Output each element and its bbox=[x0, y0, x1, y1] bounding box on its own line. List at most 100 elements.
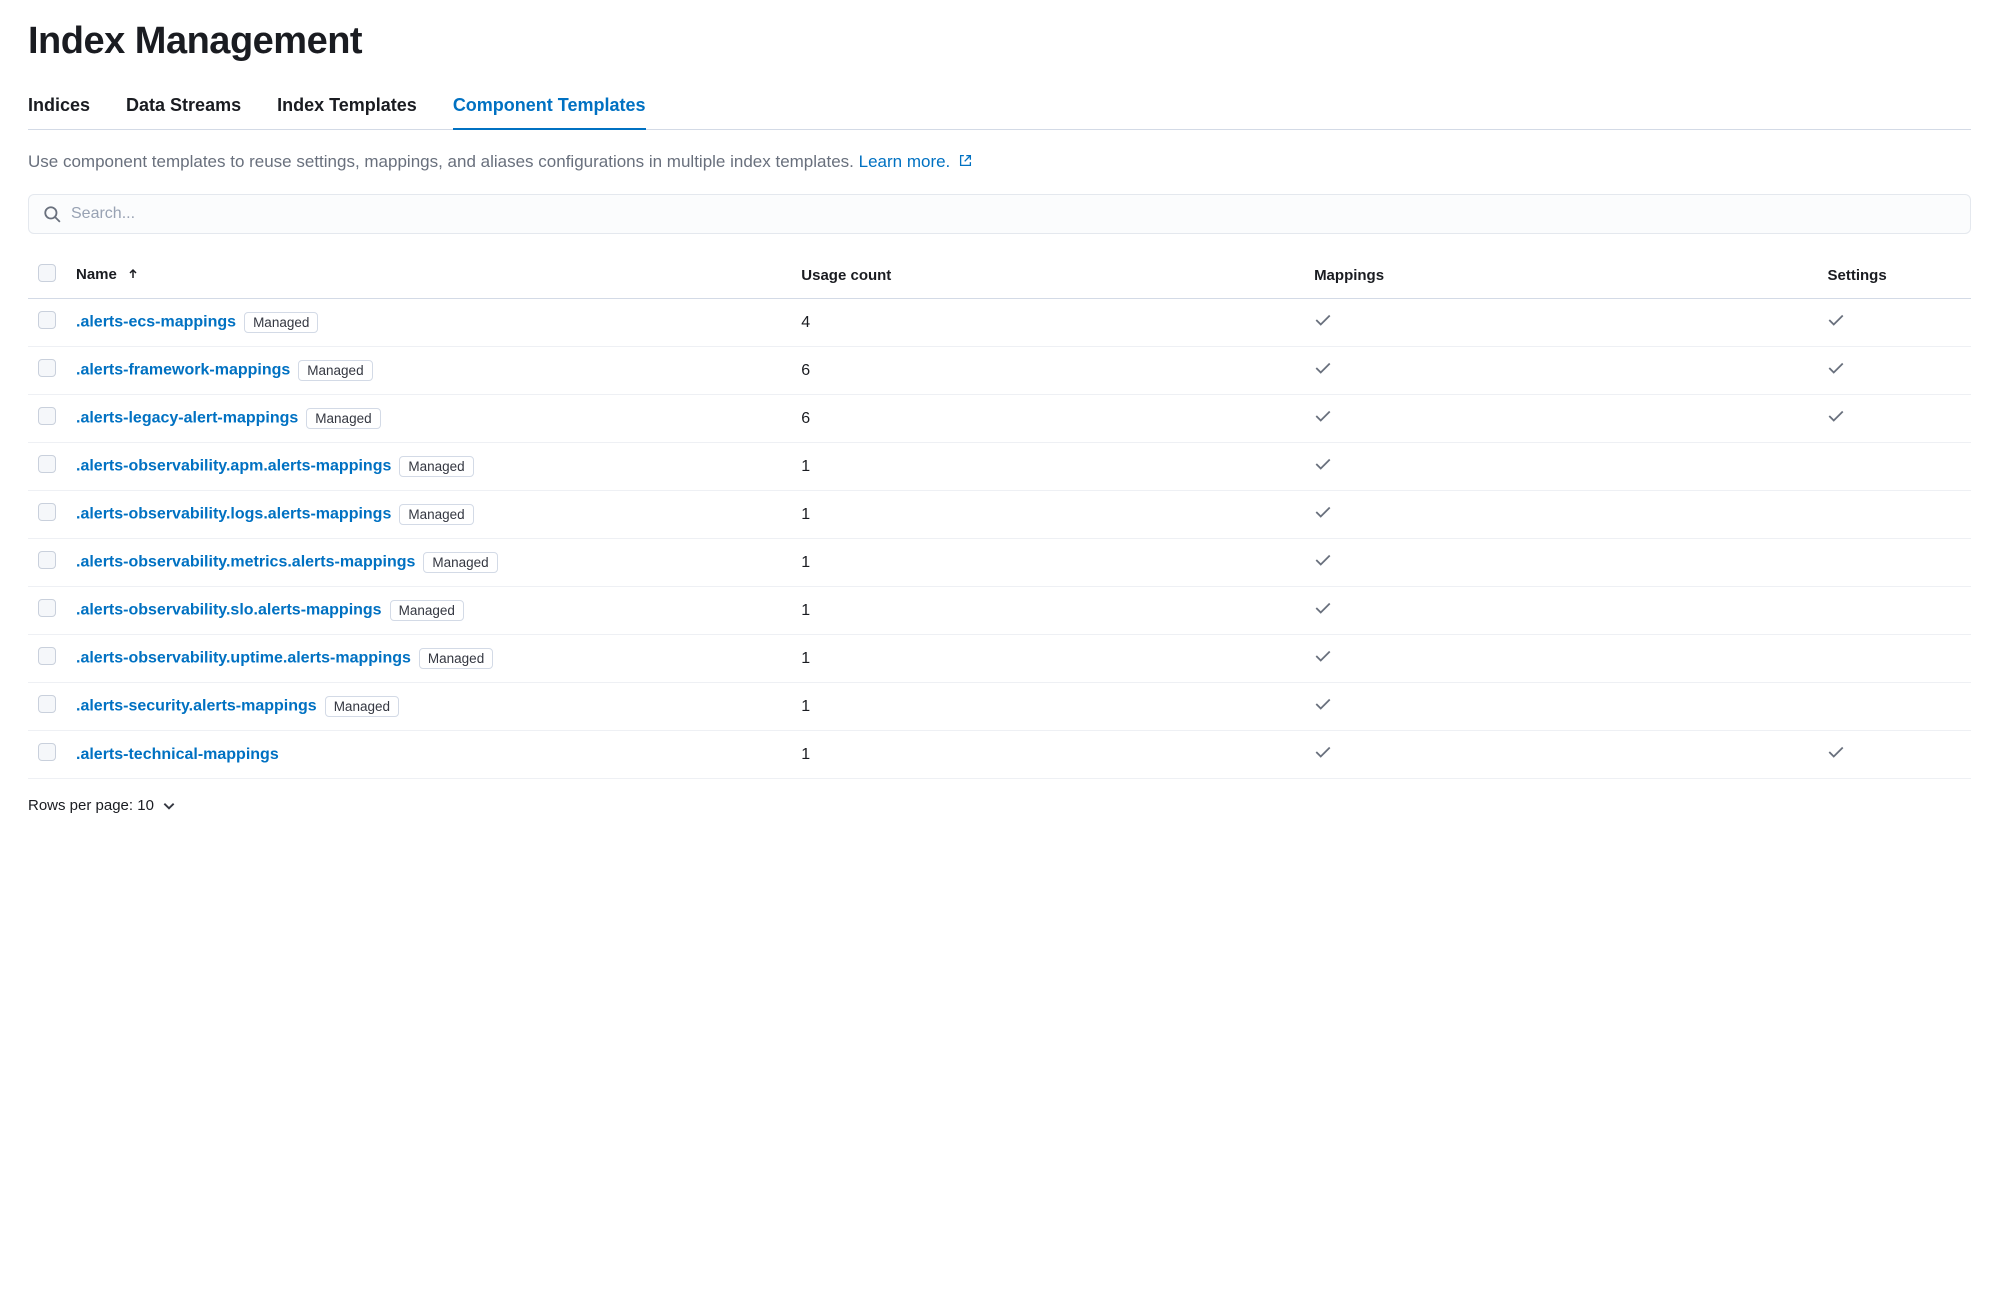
row-checkbox[interactable] bbox=[38, 599, 56, 617]
table-row: .alerts-observability.slo.alerts-mapping… bbox=[28, 587, 1971, 635]
table-row: .alerts-observability.apm.alerts-mapping… bbox=[28, 443, 1971, 491]
check-icon bbox=[1827, 359, 1845, 377]
usage-count: 1 bbox=[791, 731, 1304, 779]
rows-per-page-label: Rows per page: 10 bbox=[28, 797, 154, 814]
settings-cell bbox=[1817, 491, 1971, 539]
managed-badge: Managed bbox=[390, 600, 464, 621]
template-name-link[interactable]: .alerts-technical-mappings bbox=[76, 746, 279, 763]
mappings-cell bbox=[1304, 443, 1817, 491]
mappings-cell bbox=[1304, 587, 1817, 635]
mappings-cell bbox=[1304, 347, 1817, 395]
template-name-link[interactable]: .alerts-observability.uptime.alerts-mapp… bbox=[76, 650, 411, 667]
template-name-link[interactable]: .alerts-security.alerts-mappings bbox=[76, 698, 317, 715]
table-row: .alerts-observability.metrics.alerts-map… bbox=[28, 539, 1971, 587]
search-input[interactable] bbox=[71, 205, 1956, 223]
check-icon bbox=[1314, 743, 1332, 761]
column-name-label: Name bbox=[76, 266, 117, 283]
template-name-link[interactable]: .alerts-legacy-alert-mappings bbox=[76, 410, 298, 427]
column-header-usage[interactable]: Usage count bbox=[791, 252, 1304, 299]
row-checkbox[interactable] bbox=[38, 407, 56, 425]
check-icon bbox=[1827, 311, 1845, 329]
settings-cell bbox=[1817, 347, 1971, 395]
row-checkbox[interactable] bbox=[38, 311, 56, 329]
mappings-cell bbox=[1304, 299, 1817, 347]
managed-badge: Managed bbox=[423, 552, 497, 573]
settings-cell bbox=[1817, 683, 1971, 731]
rows-per-page-selector[interactable]: Rows per page: 10 bbox=[28, 797, 1971, 814]
chevron-down-icon bbox=[162, 799, 176, 813]
tab-indices[interactable]: Indices bbox=[28, 87, 90, 130]
template-name-link[interactable]: .alerts-ecs-mappings bbox=[76, 314, 236, 331]
check-icon bbox=[1314, 599, 1332, 617]
usage-count: 6 bbox=[791, 395, 1304, 443]
learn-more-link[interactable]: Learn more. bbox=[859, 152, 972, 171]
settings-cell bbox=[1817, 539, 1971, 587]
mappings-cell bbox=[1304, 395, 1817, 443]
table-row: .alerts-observability.logs.alerts-mappin… bbox=[28, 491, 1971, 539]
row-checkbox[interactable] bbox=[38, 695, 56, 713]
row-checkbox[interactable] bbox=[38, 743, 56, 761]
tab-data-streams[interactable]: Data Streams bbox=[126, 87, 241, 130]
usage-count: 1 bbox=[791, 635, 1304, 683]
row-checkbox[interactable] bbox=[38, 455, 56, 473]
settings-cell bbox=[1817, 443, 1971, 491]
tab-component-templates[interactable]: Component Templates bbox=[453, 87, 646, 130]
settings-cell bbox=[1817, 587, 1971, 635]
template-name-link[interactable]: .alerts-observability.apm.alerts-mapping… bbox=[76, 458, 391, 475]
usage-count: 1 bbox=[791, 587, 1304, 635]
managed-badge: Managed bbox=[419, 648, 493, 669]
tab-index-templates[interactable]: Index Templates bbox=[277, 87, 417, 130]
mappings-cell bbox=[1304, 731, 1817, 779]
table-row: .alerts-security.alerts-mappingsManaged1 bbox=[28, 683, 1971, 731]
row-checkbox[interactable] bbox=[38, 551, 56, 569]
templates-table: Name Usage count Mappings Settings .aler… bbox=[28, 252, 1971, 779]
column-header-mappings[interactable]: Mappings bbox=[1304, 252, 1817, 299]
row-checkbox[interactable] bbox=[38, 503, 56, 521]
row-checkbox[interactable] bbox=[38, 647, 56, 665]
template-name-link[interactable]: .alerts-observability.metrics.alerts-map… bbox=[76, 554, 415, 571]
tabs: Indices Data Streams Index Templates Compon… bbox=[28, 87, 1971, 130]
check-icon bbox=[1827, 743, 1845, 761]
table-row: .alerts-observability.uptime.alerts-mapp… bbox=[28, 635, 1971, 683]
template-name-link[interactable]: .alerts-framework-mappings bbox=[76, 362, 290, 379]
check-icon bbox=[1314, 503, 1332, 521]
learn-more-label: Learn more. bbox=[859, 152, 951, 171]
page-title: Index Management bbox=[28, 20, 1971, 63]
template-name-link[interactable]: .alerts-observability.slo.alerts-mapping… bbox=[76, 602, 382, 619]
table-row: .alerts-ecs-mappingsManaged4 bbox=[28, 299, 1971, 347]
settings-cell bbox=[1817, 731, 1971, 779]
mappings-cell bbox=[1304, 491, 1817, 539]
template-name-link[interactable]: .alerts-observability.logs.alerts-mappin… bbox=[76, 506, 391, 523]
usage-count: 1 bbox=[791, 443, 1304, 491]
table-row: .alerts-framework-mappings Managed 6 bbox=[28, 347, 1971, 395]
managed-badge: Managed bbox=[399, 504, 473, 525]
check-icon bbox=[1314, 359, 1332, 377]
managed-badge: Managed bbox=[399, 456, 473, 477]
column-header-name[interactable]: Name bbox=[66, 252, 791, 299]
mappings-cell bbox=[1304, 539, 1817, 587]
check-icon bbox=[1314, 311, 1332, 329]
column-header-settings[interactable]: Settings bbox=[1817, 252, 1971, 299]
usage-count: 6 bbox=[791, 347, 1304, 395]
row-checkbox[interactable] bbox=[38, 359, 56, 377]
managed-badge: Managed bbox=[325, 696, 399, 717]
search-field[interactable] bbox=[28, 194, 1971, 234]
select-all-checkbox[interactable] bbox=[38, 264, 56, 282]
settings-cell bbox=[1817, 635, 1971, 683]
description: Use component templates to reuse setting… bbox=[28, 152, 1971, 172]
check-icon bbox=[1314, 647, 1332, 665]
table-row: .alerts-legacy-alert-mappingsManaged6 bbox=[28, 395, 1971, 443]
settings-cell bbox=[1817, 395, 1971, 443]
check-icon bbox=[1314, 695, 1332, 713]
check-icon bbox=[1314, 551, 1332, 569]
check-icon bbox=[1314, 455, 1332, 473]
table-row: .alerts-technical-mappings 1 bbox=[28, 731, 1971, 779]
usage-count: 1 bbox=[791, 491, 1304, 539]
sort-ascending-icon bbox=[127, 267, 139, 284]
settings-cell bbox=[1817, 299, 1971, 347]
usage-count: 1 bbox=[791, 539, 1304, 587]
check-icon bbox=[1314, 407, 1332, 425]
managed-badge: Managed bbox=[298, 360, 372, 381]
check-icon bbox=[1827, 407, 1845, 425]
mappings-cell bbox=[1304, 683, 1817, 731]
